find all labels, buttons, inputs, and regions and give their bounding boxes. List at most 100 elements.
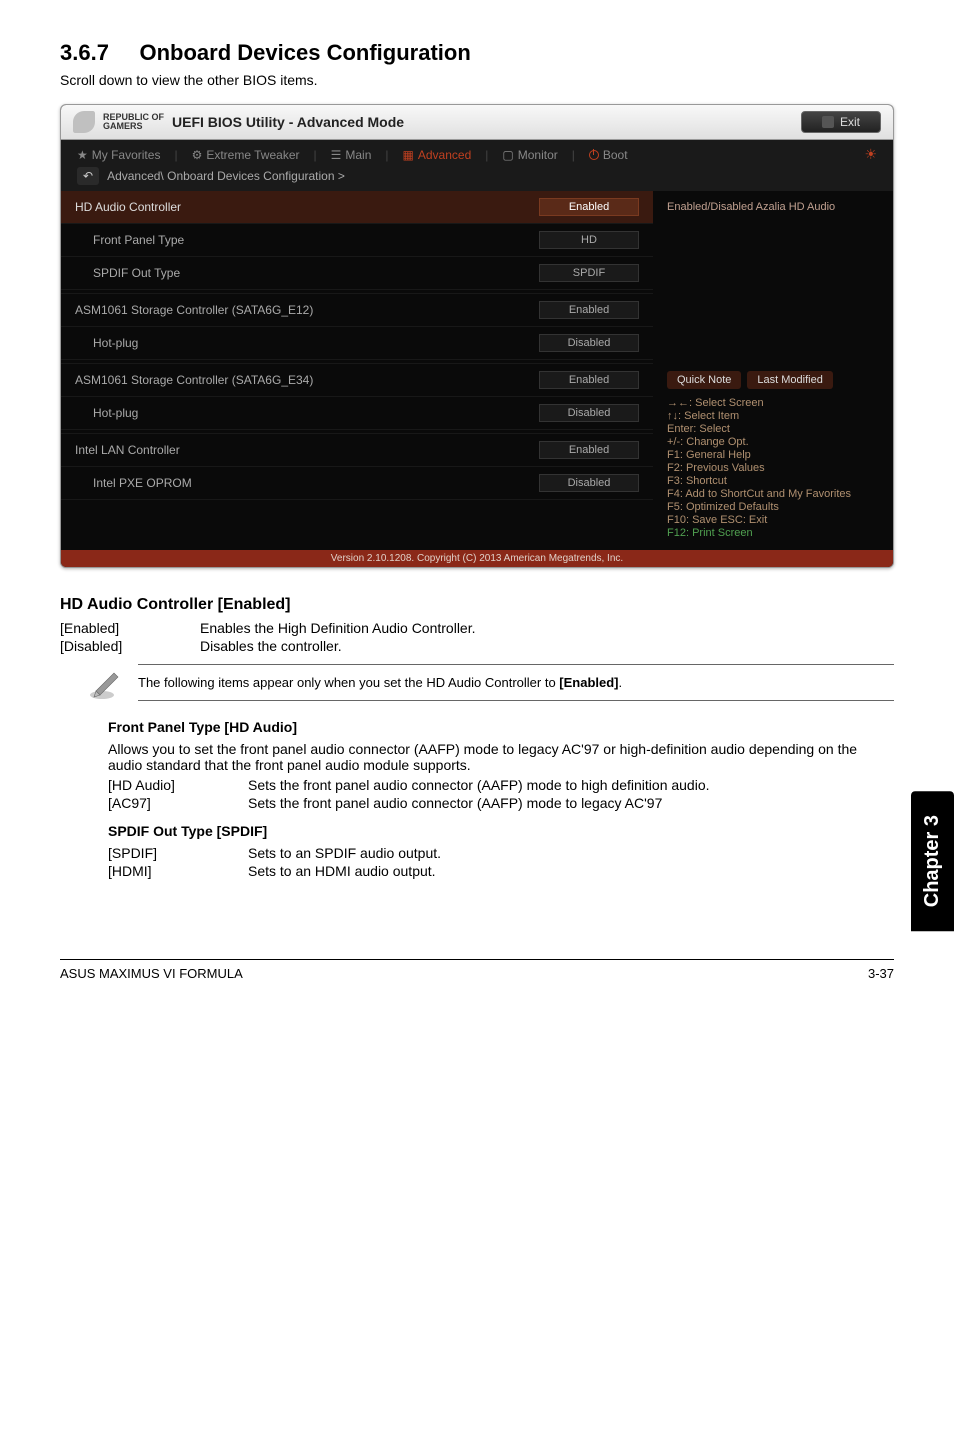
- front-panel-desc: Allows you to set the front panel audio …: [108, 741, 894, 773]
- row-label: Hot-plug: [93, 406, 138, 420]
- row-label: Intel LAN Controller: [75, 443, 180, 457]
- exit-label: Exit: [840, 115, 860, 129]
- hotkey: F10: Save ESC: Exit: [667, 514, 879, 526]
- exit-button[interactable]: Exit: [801, 111, 881, 133]
- row-value[interactable]: Disabled: [539, 334, 639, 352]
- rog-brand: REPUBLIC OF GAMERS: [103, 113, 164, 131]
- row-front-panel[interactable]: Front Panel Type HD: [61, 224, 653, 257]
- rog-brand-bottom: GAMERS: [103, 122, 164, 131]
- option-key: [SPDIF]: [108, 845, 248, 861]
- section-subtext: Scroll down to view the other BIOS items…: [60, 72, 894, 88]
- hotkey: F1: General Help: [667, 449, 879, 461]
- pencil-note-icon: [88, 665, 124, 701]
- hotkey: F4: Add to ShortCut and My Favorites: [667, 488, 879, 500]
- tab-extreme[interactable]: ⚙Extreme Tweaker: [192, 148, 300, 162]
- last-modified-tab[interactable]: Last Modified: [747, 371, 832, 389]
- bios-hotkeys: →←: Select Screen ↑↓: Select Item Enter:…: [667, 397, 879, 539]
- bios-breadcrumb-bar: ↶ Advanced\ Onboard Devices Configuratio…: [61, 163, 893, 191]
- option-desc: Enables the High Definition Audio Contro…: [200, 620, 476, 636]
- option-desc: Sets to an SPDIF audio output.: [248, 845, 441, 861]
- row-label: ASM1061 Storage Controller (SATA6G_E34): [75, 373, 313, 387]
- bios-title: UEFI BIOS Utility - Advanced Mode: [172, 114, 404, 130]
- option-row: [AC97] Sets the front panel audio connec…: [108, 795, 894, 811]
- option-row: [SPDIF] Sets to an SPDIF audio output.: [108, 845, 894, 861]
- option-key: [HDMI]: [108, 863, 248, 879]
- row-asm1061-e34[interactable]: ASM1061 Storage Controller (SATA6G_E34) …: [61, 364, 653, 397]
- row-asm1061-e12[interactable]: ASM1061 Storage Controller (SATA6G_E12) …: [61, 294, 653, 327]
- section-number: 3.6.7: [60, 40, 109, 65]
- option-row: [Disabled] Disables the controller.: [60, 638, 894, 654]
- bios-titlebar-left: REPUBLIC OF GAMERS UEFI BIOS Utility - A…: [73, 111, 404, 133]
- row-value[interactable]: HD: [539, 231, 639, 249]
- tab-favorites[interactable]: ★My Favorites: [77, 148, 160, 162]
- option-desc: Sets the front panel audio connector (AA…: [248, 795, 662, 811]
- hotkey: F12: Print Screen: [667, 527, 879, 539]
- section-title-text: Onboard Devices Configuration: [140, 40, 471, 65]
- row-value[interactable]: Enabled: [539, 371, 639, 389]
- note-block: The following items appear only when you…: [88, 664, 894, 701]
- chapter-side-tab: Chapter 3: [911, 791, 954, 931]
- tweaker-icon: ⚙: [192, 148, 203, 162]
- quick-note-tab[interactable]: Quick Note: [667, 371, 741, 389]
- option-row: [HDMI] Sets to an HDMI audio output.: [108, 863, 894, 879]
- rog-logo-icon: [73, 111, 95, 133]
- row-value[interactable]: Enabled: [539, 198, 639, 216]
- row-hotplug-1[interactable]: Hot-plug Disabled: [61, 327, 653, 360]
- hotkey: F3: Shortcut: [667, 475, 879, 487]
- bios-options-list: HD Audio Controller Enabled Front Panel …: [61, 191, 653, 550]
- row-label: Hot-plug: [93, 336, 138, 350]
- row-intel-pxe[interactable]: Intel PXE OPROM Disabled: [61, 467, 653, 500]
- tab-monitor[interactable]: ▢Monitor: [502, 148, 557, 162]
- hotkey: F2: Previous Values: [667, 462, 879, 474]
- back-button[interactable]: ↶: [77, 167, 99, 185]
- list-icon: ☰: [331, 148, 342, 162]
- bios-main: HD Audio Controller Enabled Front Panel …: [61, 191, 893, 550]
- option-key: [Enabled]: [60, 620, 200, 636]
- row-label: HD Audio Controller: [75, 200, 181, 214]
- option-desc: Sets the front panel audio connector (AA…: [248, 777, 710, 793]
- row-spdif[interactable]: SPDIF Out Type SPDIF: [61, 257, 653, 290]
- bios-help-panel: Enabled/Disabled Azalia HD Audio Quick N…: [653, 191, 893, 550]
- bios-bottom-tabs: Quick Note Last Modified: [667, 371, 879, 389]
- option-key: [AC97]: [108, 795, 248, 811]
- row-hd-audio[interactable]: HD Audio Controller Enabled: [61, 191, 653, 224]
- hotkey: +/-: Change Opt.: [667, 436, 879, 448]
- front-panel-heading: Front Panel Type [HD Audio]: [108, 719, 894, 735]
- row-label: SPDIF Out Type: [93, 266, 180, 280]
- row-value[interactable]: SPDIF: [539, 264, 639, 282]
- breadcrumb: Advanced\ Onboard Devices Configuration …: [107, 169, 345, 183]
- row-intel-lan[interactable]: Intel LAN Controller Enabled: [61, 434, 653, 467]
- advanced-icon: ▦: [403, 148, 414, 162]
- row-value[interactable]: Enabled: [539, 441, 639, 459]
- row-value[interactable]: Disabled: [539, 404, 639, 422]
- hotkey: Enter: Select: [667, 423, 879, 435]
- monitor-icon: ▢: [502, 148, 513, 162]
- option-row: [Enabled] Enables the High Definition Au…: [60, 620, 894, 636]
- footer-right: 3-37: [868, 966, 894, 981]
- row-value[interactable]: Enabled: [539, 301, 639, 319]
- hotkey: →←: Select Screen: [667, 397, 879, 409]
- hotkey: ↑↓: Select Item: [667, 410, 879, 422]
- bios-titlebar: REPUBLIC OF GAMERS UEFI BIOS Utility - A…: [61, 105, 893, 140]
- row-label: ASM1061 Storage Controller (SATA6G_E12): [75, 303, 313, 317]
- option-row: [HD Audio] Sets the front panel audio co…: [108, 777, 894, 793]
- star-icon: ★: [77, 148, 88, 162]
- tab-advanced[interactable]: ▦Advanced: [403, 148, 472, 162]
- note-text: The following items appear only when you…: [138, 664, 894, 701]
- bios-window: REPUBLIC OF GAMERS UEFI BIOS Utility - A…: [60, 104, 894, 568]
- page-footer: ASUS MAXIMUS VI FORMULA 3-37: [60, 959, 894, 981]
- option-key: [HD Audio]: [108, 777, 248, 793]
- section-heading: 3.6.7 Onboard Devices Configuration: [60, 40, 894, 66]
- power-icon: [589, 150, 599, 160]
- tab-boot[interactable]: Boot: [589, 148, 628, 162]
- option-key: [Disabled]: [60, 638, 200, 654]
- footer-left: ASUS MAXIMUS VI FORMULA: [60, 966, 243, 981]
- sun-icon[interactable]: ☀: [864, 146, 877, 163]
- row-value[interactable]: Disabled: [539, 474, 639, 492]
- row-hotplug-2[interactable]: Hot-plug Disabled: [61, 397, 653, 430]
- bios-help-text: Enabled/Disabled Azalia HD Audio: [667, 201, 879, 371]
- spdif-heading: SPDIF Out Type [SPDIF]: [108, 823, 894, 839]
- row-label: Intel PXE OPROM: [93, 476, 192, 490]
- tab-main[interactable]: ☰Main: [331, 148, 372, 162]
- hotkey: F5: Optimized Defaults: [667, 501, 879, 513]
